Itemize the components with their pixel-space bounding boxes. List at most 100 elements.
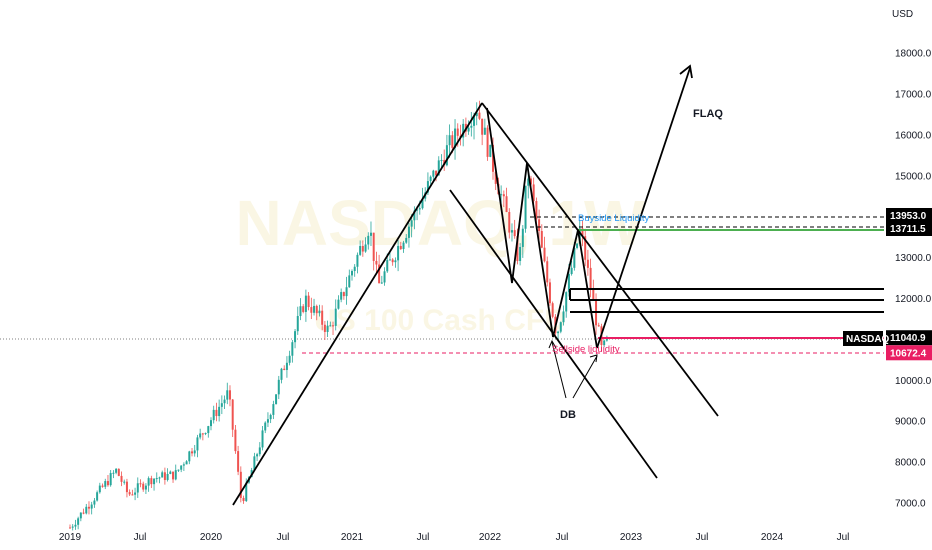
candle-body (456, 128, 459, 136)
candle-body (535, 201, 538, 220)
candle-body (101, 485, 104, 487)
time-tick-label: 2019 (59, 532, 82, 543)
price-tick-label: 8000.0 (895, 458, 926, 469)
candle-body (215, 409, 218, 417)
time-tick-label: 2022 (479, 532, 502, 543)
candle-body (277, 379, 280, 395)
candle-body (294, 331, 297, 343)
zigzag-pattern (486, 107, 598, 349)
candle-body (405, 237, 408, 243)
candle-body (169, 471, 172, 474)
candle-body (288, 355, 291, 363)
candle-body (139, 483, 142, 485)
time-tick-label: 2020 (200, 532, 223, 543)
candle-body (201, 433, 204, 435)
flag-arrow-head (679, 64, 693, 79)
price-tick-label: 10000.0 (895, 376, 932, 387)
price-tick-label: 16000.0 (895, 130, 932, 141)
candle-body (96, 492, 99, 501)
candle-body (109, 473, 112, 486)
candle-body (584, 236, 587, 260)
candle-body (185, 461, 188, 465)
candle-body (128, 492, 131, 495)
candle-body (204, 433, 207, 435)
candle-body (69, 527, 71, 529)
db-arrow-left-head (548, 339, 557, 349)
candle-body (326, 325, 329, 332)
time-tick-label: Jul (417, 532, 430, 543)
candle-body (234, 429, 237, 452)
candle-body (337, 299, 340, 309)
candle-body (356, 254, 359, 267)
downtrend-channel-upper (481, 102, 719, 417)
candle-body (93, 500, 96, 505)
candle-body (315, 305, 318, 314)
candle-body (332, 325, 335, 327)
candle-body (188, 451, 191, 462)
candle-body (237, 451, 240, 472)
candle-body (589, 267, 592, 290)
candle-body (285, 362, 288, 370)
candle-body (402, 242, 405, 250)
candle-body (372, 232, 375, 261)
candle-body (462, 123, 465, 138)
db-label: DB (560, 409, 576, 421)
candle-body (104, 481, 107, 487)
candle-body (502, 194, 505, 197)
candle-body (166, 473, 169, 480)
price-tag-label: 10672.4 (890, 348, 927, 359)
candle-body (513, 230, 516, 237)
candle-body (557, 331, 560, 334)
candle-body (313, 305, 316, 313)
candle-body (467, 127, 470, 132)
price-tag-box (886, 221, 932, 236)
price-tag-box (886, 330, 932, 346)
candle-body (117, 468, 120, 476)
time-tick-label: 2023 (620, 532, 643, 543)
price-tick-label: 12000.0 (895, 294, 932, 305)
candle-body (603, 340, 606, 345)
candle-body (570, 267, 573, 275)
candle-body (508, 212, 511, 233)
candle-body (367, 235, 370, 245)
db-arrow-right-head (589, 354, 598, 363)
candle-body (310, 307, 313, 313)
candle-body (163, 472, 166, 480)
candle-body (386, 260, 389, 272)
price-tag-box (886, 345, 932, 361)
candle-body (421, 198, 424, 209)
candle-body (454, 128, 457, 148)
candle-body (586, 259, 589, 268)
candle-body (478, 112, 481, 119)
candle-body (510, 230, 513, 233)
candle-body (253, 456, 256, 471)
candle-body (71, 526, 74, 528)
candle-body (494, 171, 497, 184)
price-tick-label: 15000.0 (895, 171, 932, 182)
candle-body (220, 403, 223, 407)
candle-body (120, 475, 123, 482)
candle-body (106, 481, 109, 486)
flag-label: FLAQ (693, 108, 723, 120)
price-axis[interactable]: 7000.08000.09000.010000.011000.012000.01… (895, 49, 932, 510)
price-tick-label: 9000.0 (895, 417, 926, 428)
candle-body (473, 116, 476, 126)
candle-body (432, 170, 435, 177)
candle-body (516, 236, 519, 262)
candle-body (359, 246, 362, 255)
candle-body (369, 232, 372, 236)
candle-body (475, 112, 478, 117)
candle-body (581, 228, 584, 237)
candle-body (131, 494, 134, 496)
candle-body (364, 244, 367, 252)
candle-body (193, 450, 196, 454)
time-axis[interactable]: 2019 Jul 2020 Jul 2021 Jul 2022 Jul 2023 Jul 2024 J… (59, 532, 850, 543)
candle-body (505, 196, 508, 213)
candle-body (147, 478, 150, 486)
candle-body (483, 127, 486, 135)
candle-body (413, 210, 416, 221)
candle-body (226, 390, 229, 400)
candle-body (321, 310, 324, 325)
candle-body (199, 433, 202, 438)
